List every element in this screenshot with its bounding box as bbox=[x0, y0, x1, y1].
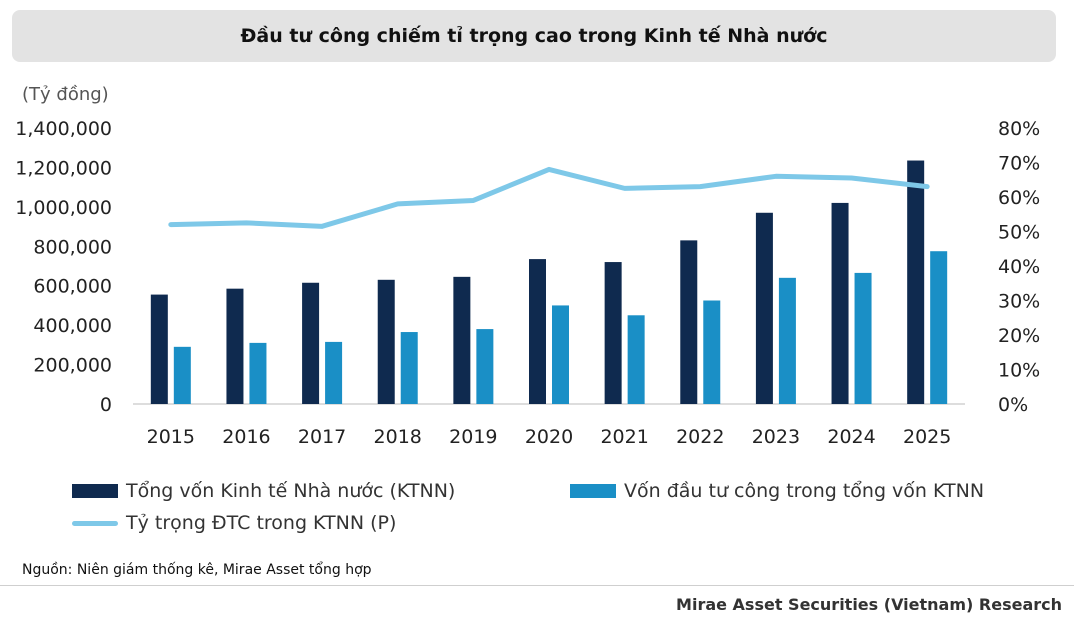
bar-total-2023 bbox=[755, 212, 773, 404]
y-left-tick-label: 600,000 bbox=[33, 276, 112, 298]
legend-swatch-total bbox=[72, 484, 118, 498]
bar-total-2017 bbox=[302, 282, 320, 404]
bar-public-2022 bbox=[703, 300, 721, 404]
x-tick-label-2025: 2025 bbox=[903, 426, 951, 448]
combo-chart: (Tỷ đồng) 1,400,000 1,200,000 1,000,000 800,… bbox=[15, 84, 1040, 448]
source-note: Nguồn: Niên giám thống kê, Mirae Asset t… bbox=[22, 562, 372, 578]
y-right-tick-label: 10% bbox=[998, 360, 1040, 382]
bar-total-2015 bbox=[150, 294, 168, 404]
y-left-tick-label: 0 bbox=[100, 394, 112, 416]
y-left-tick-label: 1,000,000 bbox=[15, 197, 112, 219]
x-tick-label-2016: 2016 bbox=[222, 426, 270, 448]
bar-total-2025 bbox=[907, 160, 925, 404]
x-tick-label-2015: 2015 bbox=[147, 426, 195, 448]
chart-title-bar: Đầu tư công chiếm tỉ trọng cao trong Kin… bbox=[12, 10, 1056, 62]
bar-total-2018 bbox=[377, 279, 395, 404]
footer-credit: Mirae Asset Securities (Vietnam) Researc… bbox=[676, 595, 1062, 614]
bar-public-2020 bbox=[552, 305, 569, 404]
y-right-tick-label: 60% bbox=[998, 187, 1040, 209]
chart-title: Đầu tư công chiếm tỉ trọng cao trong Kin… bbox=[240, 25, 828, 47]
legend-item-share: Tỷ trọng ĐTC trong KTNN (P) bbox=[72, 512, 396, 534]
bar-total-2021 bbox=[604, 262, 622, 404]
bar-total-2019 bbox=[453, 276, 471, 404]
x-tick-label-2021: 2021 bbox=[600, 426, 648, 448]
legend-item-total: Tổng vốn Kinh tế Nhà nước (KTNN) bbox=[72, 480, 455, 502]
legend-label-public: Vốn đầu tư công trong tổng vốn KTNN bbox=[624, 480, 985, 502]
bar-public-2016 bbox=[249, 342, 267, 404]
y-right-tick-label: 20% bbox=[998, 325, 1040, 347]
bar-public-2021 bbox=[627, 315, 645, 404]
y-left-tick-label: 1,200,000 bbox=[15, 157, 112, 179]
y-right-tick-label: 50% bbox=[998, 222, 1040, 244]
legend-label-share: Tỷ trọng ĐTC trong KTNN (P) bbox=[126, 512, 397, 534]
bar-public-2019 bbox=[476, 329, 494, 404]
y-right-tick-label: 30% bbox=[998, 291, 1040, 313]
bar-total-2024 bbox=[831, 202, 849, 404]
legend-swatch-public bbox=[570, 484, 616, 498]
y-left-tick-label: 400,000 bbox=[33, 315, 112, 337]
bar-total-2016 bbox=[226, 288, 244, 404]
x-tick-label-2017: 2017 bbox=[298, 426, 346, 448]
line-share bbox=[168, 166, 930, 229]
bar-public-2018 bbox=[400, 332, 418, 404]
y-left-tick-label: 200,000 bbox=[33, 355, 112, 377]
legend-item-public: Vốn đầu tư công trong tổng vốn KTNN bbox=[570, 480, 984, 502]
y-axis-unit-label: (Tỷ đồng) bbox=[22, 84, 109, 105]
bar-total-2022 bbox=[680, 240, 698, 404]
bar-public-2023 bbox=[778, 277, 796, 404]
legend-label-total: Tổng vốn Kinh tế Nhà nước (KTNN) bbox=[126, 480, 456, 502]
bar-public-2015 bbox=[173, 346, 191, 404]
y-right-tick-label: 0% bbox=[998, 394, 1028, 416]
y-right-tick-label: 80% bbox=[998, 118, 1040, 140]
y-left-tick-label: 1,400,000 bbox=[15, 118, 112, 140]
bar-public-2025 bbox=[930, 251, 948, 404]
x-tick-label-2019: 2019 bbox=[449, 426, 497, 448]
bar-public-2017 bbox=[325, 341, 343, 404]
y-left-tick-label: 800,000 bbox=[33, 236, 112, 258]
bar-total-2020 bbox=[529, 259, 546, 404]
x-tick-label-2022: 2022 bbox=[676, 426, 724, 448]
footer-divider bbox=[0, 585, 1074, 586]
y-right-tick-label: 40% bbox=[998, 256, 1040, 278]
x-tick-label-2018: 2018 bbox=[374, 426, 422, 448]
x-tick-label-2023: 2023 bbox=[752, 426, 800, 448]
legend-swatch-share bbox=[72, 520, 118, 526]
x-tick-label-2024: 2024 bbox=[827, 426, 875, 448]
y-right-tick-label: 70% bbox=[998, 153, 1040, 175]
x-tick-label-2020: 2020 bbox=[525, 426, 573, 448]
bar-public-2024 bbox=[854, 272, 872, 404]
